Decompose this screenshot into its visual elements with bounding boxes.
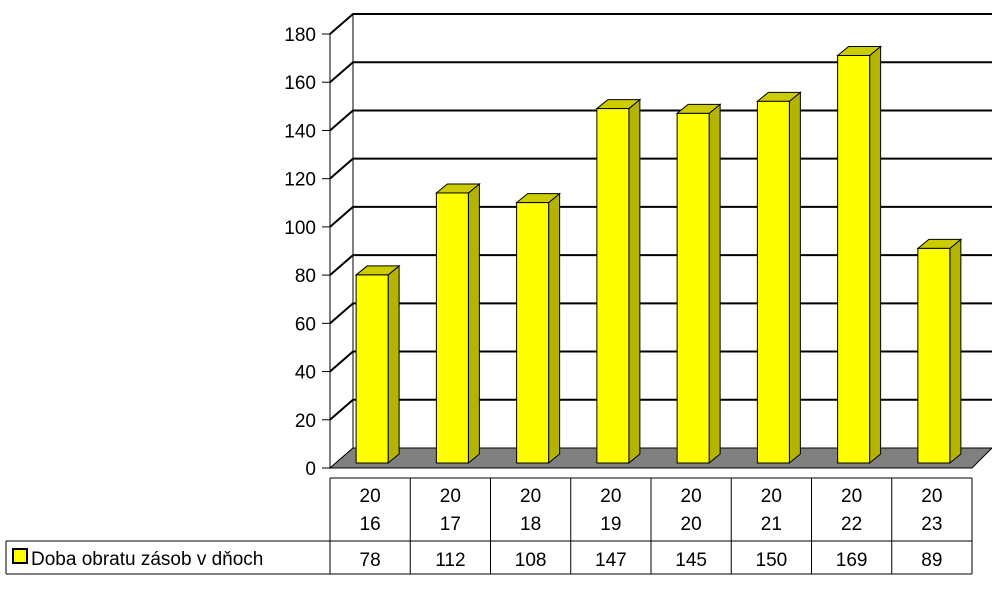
gridline (329, 109, 992, 132)
x-category-label: 23 (921, 514, 942, 535)
bar-side (869, 45, 882, 465)
data-label: 89 (921, 550, 942, 571)
x-category-label: 20 (681, 486, 702, 507)
y-tick-label: 180 (284, 25, 316, 46)
bar (516, 202, 550, 464)
gridline (329, 398, 992, 421)
bar (917, 247, 951, 464)
data-label: 169 (836, 550, 868, 571)
y-tick-label: 100 (284, 218, 316, 239)
y-tick-label: 40 (295, 363, 316, 384)
left-wall (329, 12, 354, 470)
gridline (329, 61, 992, 83)
x-category-label: 20 (761, 486, 782, 507)
bar-side (788, 91, 801, 465)
x-category-label: 21 (761, 514, 782, 535)
x-category-label: 20 (520, 486, 541, 507)
data-label: 150 (756, 550, 788, 571)
x-category-label: 20 (360, 486, 381, 507)
gridline (329, 302, 992, 325)
y-tick-label: 20 (295, 411, 316, 432)
bar-side (628, 98, 641, 465)
x-category-label: 20 (440, 486, 461, 507)
y-tick-label: 160 (284, 73, 316, 94)
x-category-label: 22 (841, 514, 862, 535)
bar-side (467, 182, 480, 465)
gridline (329, 13, 992, 35)
gridline (329, 157, 992, 180)
x-category-label: 17 (440, 514, 461, 535)
x-category-label: 20 (600, 486, 621, 507)
gridline (329, 254, 992, 276)
bar-side (708, 103, 721, 465)
bar (676, 112, 710, 464)
legend-label: Doba obratu zásob v dňoch (31, 549, 263, 570)
bar (837, 55, 871, 464)
chart-floor (328, 447, 992, 469)
bar (596, 108, 630, 464)
data-label: 108 (515, 550, 547, 571)
data-label: 112 (435, 550, 465, 571)
y-tick-label: 140 (284, 121, 316, 142)
y-tick-label: 80 (295, 266, 316, 287)
x-category-label: 16 (360, 514, 381, 535)
y-tick-label: 120 (284, 170, 316, 191)
bar (756, 100, 790, 464)
legend-swatch (12, 548, 28, 564)
x-category-label: 20 (841, 486, 862, 507)
data-label: 78 (360, 550, 381, 571)
y-tick-label: 60 (295, 314, 316, 335)
x-category-label: 18 (520, 514, 541, 535)
gridline (329, 205, 992, 228)
bar-side (548, 192, 561, 465)
x-category-label: 19 (600, 514, 621, 535)
data-label: 145 (675, 550, 707, 571)
bar-side (387, 264, 400, 465)
y-tick-label: 0 (305, 459, 316, 480)
bar (435, 192, 469, 464)
bar (355, 274, 389, 464)
gridline (329, 350, 992, 373)
x-category-label: 20 (921, 486, 942, 507)
data-label: 147 (595, 550, 627, 571)
x-category-label: 20 (681, 514, 702, 535)
bar-side (949, 238, 962, 465)
